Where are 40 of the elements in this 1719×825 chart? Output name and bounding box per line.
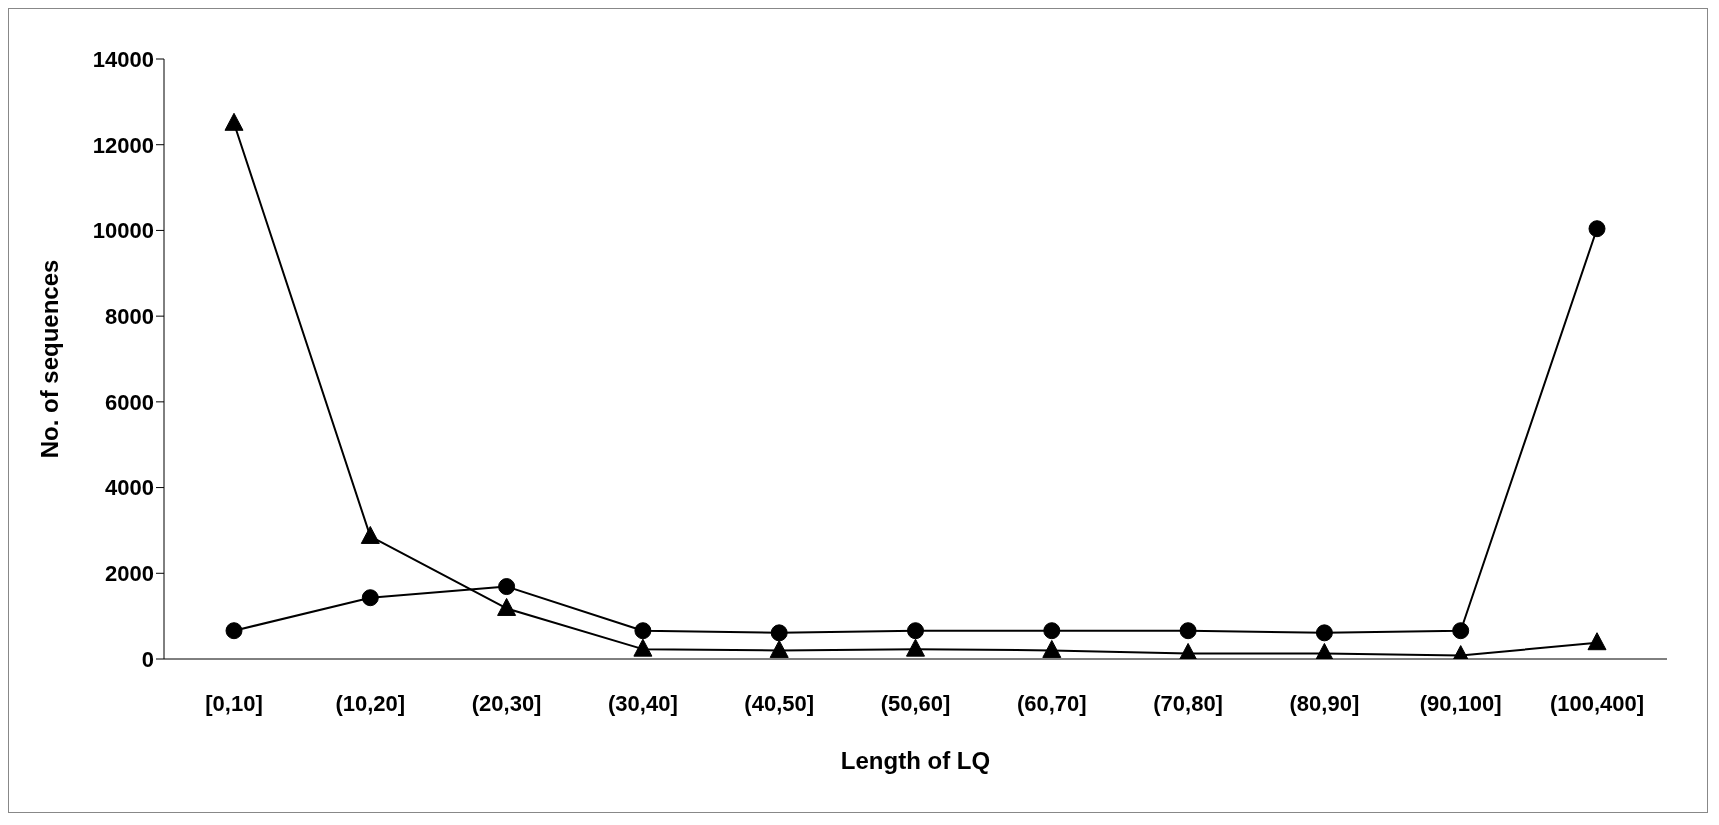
point xyxy=(498,578,516,596)
point xyxy=(361,589,379,607)
x-tick-label: (10,20] xyxy=(335,690,406,716)
point xyxy=(634,622,652,640)
x-tick-label: (50,60] xyxy=(880,690,951,716)
x-tick-label: [0,10] xyxy=(205,690,263,716)
x-axis-title: Length of LQ xyxy=(840,747,991,774)
point xyxy=(769,639,789,658)
y-tick-label: 6000 xyxy=(105,389,154,415)
point xyxy=(906,638,925,657)
point xyxy=(225,622,243,640)
point xyxy=(1588,220,1606,238)
point xyxy=(497,597,517,616)
x-tick-label: (40,50] xyxy=(744,690,815,716)
y-tick-label: 4000 xyxy=(105,475,154,501)
x-tick-label: (80,90] xyxy=(1289,690,1360,716)
point xyxy=(1042,639,1062,658)
point xyxy=(1043,622,1061,640)
x-tick-label: (30,40] xyxy=(608,690,678,716)
point xyxy=(1315,624,1333,642)
y-tick-label: 14000 xyxy=(92,46,154,72)
x-tick-label: (60,70] xyxy=(1016,690,1087,716)
point xyxy=(770,624,788,642)
point xyxy=(633,638,653,657)
x-tick-label: (20,30] xyxy=(471,690,542,716)
y-tick-label: 10000 xyxy=(92,218,154,244)
x-tick-label: (70,80] xyxy=(1153,690,1223,716)
y-tick-label: 12000 xyxy=(92,132,154,158)
y-tick-label: 2000 xyxy=(105,561,154,587)
point xyxy=(224,112,244,131)
y-axis-title: No. of sequences xyxy=(35,259,63,459)
y-tick-label: 0 xyxy=(141,646,154,672)
point xyxy=(907,622,924,640)
x-tick-label: (100,400] xyxy=(1549,690,1645,716)
x-tick-label: (90,100] xyxy=(1419,690,1502,716)
point xyxy=(1587,632,1607,651)
point xyxy=(1179,622,1197,640)
point xyxy=(360,525,380,544)
point xyxy=(1452,622,1470,640)
y-tick-label: 8000 xyxy=(105,303,154,329)
